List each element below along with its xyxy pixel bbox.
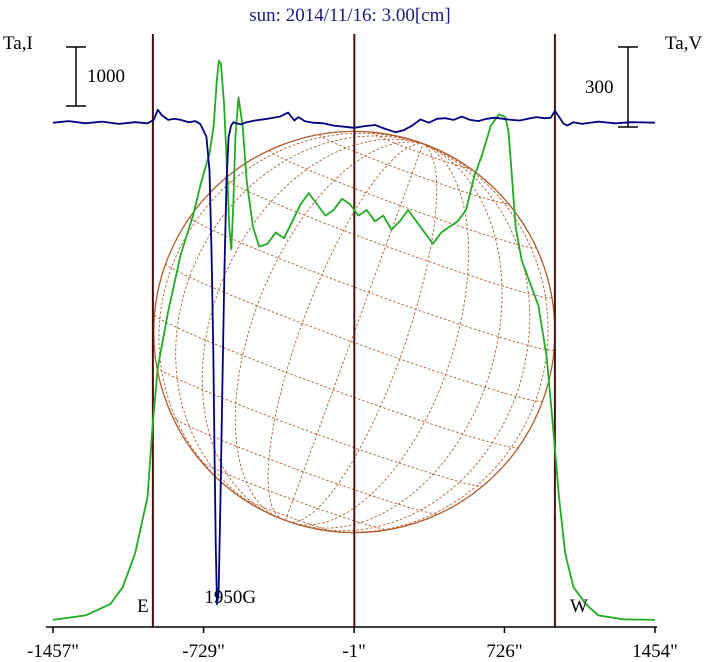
latitude-line [225, 178, 553, 299]
x-ticks: -1457" -729" -1" 726" 1454" [27, 627, 678, 662]
longitude-line [234, 141, 424, 517]
right-scale-bar: 300 [585, 46, 638, 128]
latitude-line [172, 416, 439, 515]
longitude-line [299, 143, 503, 529]
latitude-line [154, 314, 519, 449]
limb-marker-e: E [137, 596, 149, 617]
x-tick-label: 1454" [632, 641, 678, 662]
latitude-line [200, 460, 389, 531]
longitude-line [175, 135, 424, 514]
latitude-line [165, 263, 544, 402]
right-axis-label: Ta,V [665, 33, 702, 54]
annotation-field-strength: 1950G [204, 587, 256, 608]
latitude-line [371, 132, 470, 169]
right-scale-label: 300 [585, 77, 614, 98]
series-line-stokes-i [52, 59, 656, 621]
latitude-line [239, 496, 336, 533]
x-tick-label: -1457" [27, 641, 79, 662]
x-tick-label: -1" [342, 641, 366, 662]
longitude-line [158, 132, 424, 504]
longitude-line [201, 138, 424, 516]
left-axis-label: Ta,I [3, 33, 33, 54]
longitude-line [295, 143, 469, 526]
chart-title: sun: 2014/11/16: 3.00[cm] [249, 5, 450, 26]
limb-guide-lines [151, 34, 556, 627]
left-scale-label: 1000 [87, 66, 125, 87]
left-scale-bar: 1000 [66, 46, 125, 107]
longitude-line [324, 143, 549, 533]
longitude-line [285, 143, 424, 521]
longitude-line [287, 143, 438, 523]
limb-marker-w: W [570, 596, 588, 617]
series-layer [52, 59, 656, 621]
latitude-line [156, 366, 483, 487]
x-tick-label: -729" [182, 641, 225, 662]
latitude-line [189, 216, 555, 351]
x-tick-label: 726" [486, 641, 522, 662]
series-line-stokes-v [52, 108, 656, 605]
longitude-line [302, 143, 531, 532]
x-axis: -1457" -729" -1" 726" 1454" [27, 626, 678, 662]
longitude-line [267, 143, 424, 520]
